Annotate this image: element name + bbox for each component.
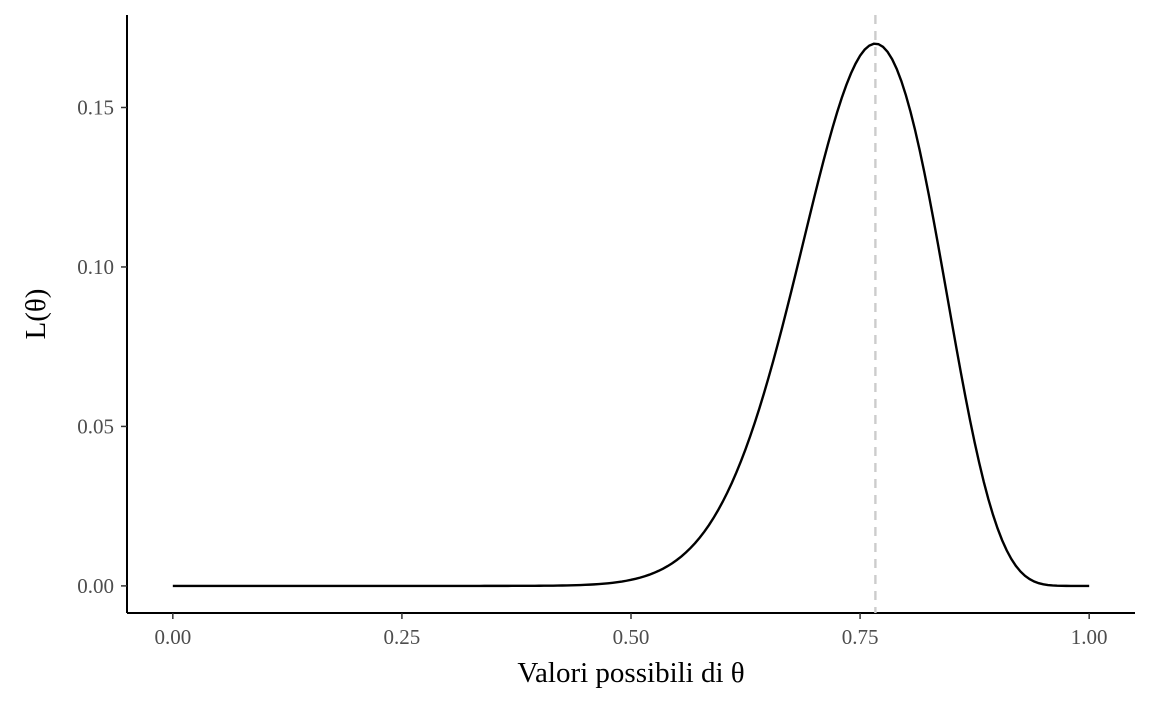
x-tick-label: 0.75 [842, 625, 879, 649]
y-tick-label: 0.15 [77, 95, 114, 119]
likelihood-curve [172, 42, 1090, 588]
x-axis-title: Valori possibili di θ [517, 657, 744, 689]
x-tick-label: 0.50 [613, 625, 650, 649]
x-tick-label: 1.00 [1071, 625, 1108, 649]
y-axis-title: L(θ) [20, 289, 52, 340]
y-axis-ticks: 0.00 0.05 0.10 0.15 [77, 95, 127, 598]
y-tick-label: 0.05 [77, 414, 114, 438]
y-tick-label: 0.00 [77, 574, 114, 598]
y-tick-label: 0.10 [77, 255, 114, 279]
x-axis-ticks: 0.00 0.25 0.50 0.75 1.00 [154, 613, 1108, 649]
x-tick-label: 0.25 [384, 625, 421, 649]
x-tick-label: 0.00 [154, 625, 191, 649]
